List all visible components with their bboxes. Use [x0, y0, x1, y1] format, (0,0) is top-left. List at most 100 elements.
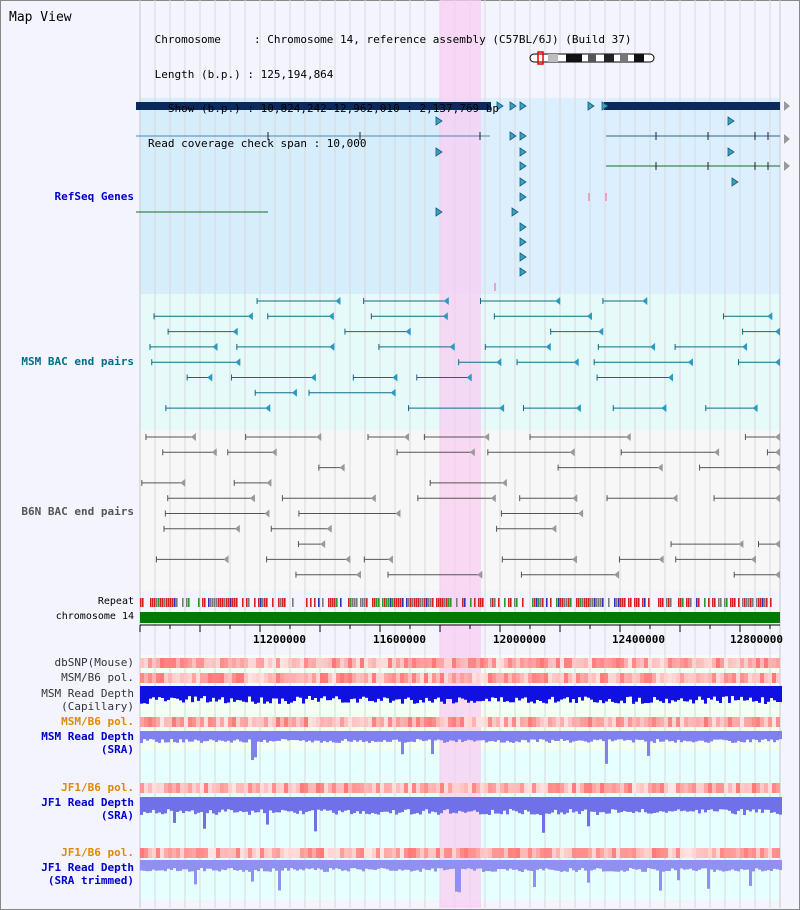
depth-bar: [233, 686, 236, 702]
pol-cell: [508, 848, 512, 858]
pol-cell: [216, 673, 220, 683]
depth-bar: [212, 731, 215, 741]
pol-cell: [252, 673, 256, 683]
pol-cell: [520, 783, 524, 793]
pol-cell: [284, 673, 288, 683]
b6n-pair-head-icon: [320, 540, 326, 549]
pol-cell: [272, 717, 276, 727]
refseq-features[interactable]: [136, 101, 780, 291]
depth-bar: [470, 860, 473, 870]
pol-cell: [460, 717, 464, 727]
repeat-mark: [570, 598, 572, 607]
depth-bar: [458, 686, 461, 698]
track-label-b6n-bac[interactable]: B6N BAC end pairs: [21, 505, 134, 518]
pol-cell: [300, 717, 304, 727]
depth-bar: [740, 686, 743, 697]
depth-bar: [710, 860, 713, 870]
chromosome-ideogram[interactable]: [529, 51, 655, 65]
depth-bar: [413, 686, 416, 704]
pol-cell: [756, 658, 760, 668]
depth-bar: [434, 686, 437, 700]
pol-cell: [360, 673, 364, 683]
pol-cell: [276, 717, 280, 727]
msm-pair-head-icon: [742, 342, 748, 351]
repeat-mark: [696, 598, 698, 607]
depth-bar: [419, 686, 422, 700]
pol-cell: [412, 848, 416, 858]
repeat-track[interactable]: [140, 598, 772, 607]
pol-cell: [284, 783, 288, 793]
depth-bar: [296, 860, 299, 871]
depth-bar: [620, 797, 623, 813]
depth-bar: [566, 797, 569, 813]
depth-bar: [773, 860, 776, 869]
pol-cell: [400, 673, 404, 683]
b6n-bac-features[interactable]: [141, 433, 780, 579]
depth-bar: [590, 797, 593, 812]
pol-cell: [428, 848, 432, 858]
pol-cell: [332, 717, 336, 727]
depth-bar: [158, 860, 161, 871]
b6n-pair-head-icon: [672, 494, 678, 503]
depth-bar: [212, 686, 215, 698]
depth-bar: [188, 797, 191, 812]
pol-cell: [724, 717, 728, 727]
scroll-right-icon[interactable]: [784, 101, 790, 111]
track-label-msm-bac[interactable]: MSM BAC end pairs: [21, 355, 134, 368]
depth-bar: [323, 731, 326, 742]
chromosome-bar[interactable]: [140, 612, 780, 623]
repeat-mark: [258, 598, 260, 607]
pol-cell: [584, 783, 588, 793]
depth-bar: [683, 797, 686, 811]
repeat-mark: [556, 598, 558, 607]
gene-arrow-icon: [587, 101, 595, 111]
track-label-msm-depth-capillary-sub: (Capillary): [61, 700, 134, 713]
depth-bar: [527, 731, 530, 743]
gene-arrow-icon: [519, 237, 527, 247]
depth-bar: [311, 686, 314, 700]
depth-bar: [500, 860, 503, 869]
pol-cell: [512, 673, 516, 683]
msm-bac-features[interactable]: [149, 297, 780, 413]
depth-bar: [302, 686, 305, 704]
pol-cell: [404, 658, 408, 668]
depth-bar: [212, 797, 215, 814]
depth-bar: [554, 731, 557, 741]
depth-bar: [719, 686, 722, 704]
track-label-refseq[interactable]: RefSeq Genes: [54, 190, 134, 203]
depth-bar: [242, 797, 245, 813]
depth-bar: [566, 731, 569, 741]
depth-bar: [389, 731, 392, 742]
pol-cell: [736, 783, 740, 793]
depth-bar: [332, 731, 335, 743]
depth-bar: [518, 797, 521, 814]
read-depth-tracks[interactable]: [140, 686, 782, 893]
pol-cell: [148, 673, 152, 683]
depth-bar: [140, 797, 143, 815]
depth-bar: [737, 860, 740, 872]
repeat-mark: [464, 598, 466, 607]
depth-bar: [449, 797, 452, 814]
pol-cell: [328, 658, 332, 668]
pol-cell: [512, 783, 516, 793]
scroll-right-icon-2[interactable]: [784, 134, 790, 144]
pol-cell: [504, 673, 508, 683]
repeat-mark: [214, 598, 216, 607]
b6n-pair-head-icon: [775, 463, 780, 472]
scroll-right-icon-3[interactable]: [784, 161, 790, 171]
pol-cell: [760, 673, 764, 683]
depth-bar: [512, 797, 515, 811]
pol-cell: [320, 783, 324, 793]
pol-cell: [572, 848, 576, 858]
depth-bar: [407, 731, 410, 742]
depth-bar: [275, 731, 278, 741]
repeat-mark: [350, 598, 352, 607]
repeat-mark: [660, 598, 662, 607]
depth-bar: [203, 860, 206, 872]
polymorphism-tracks[interactable]: [140, 658, 780, 858]
pol-cell: [732, 673, 736, 683]
pol-cell: [332, 848, 336, 858]
pol-cell: [504, 848, 508, 858]
pol-cell: [204, 783, 208, 793]
pol-cell: [656, 717, 660, 727]
